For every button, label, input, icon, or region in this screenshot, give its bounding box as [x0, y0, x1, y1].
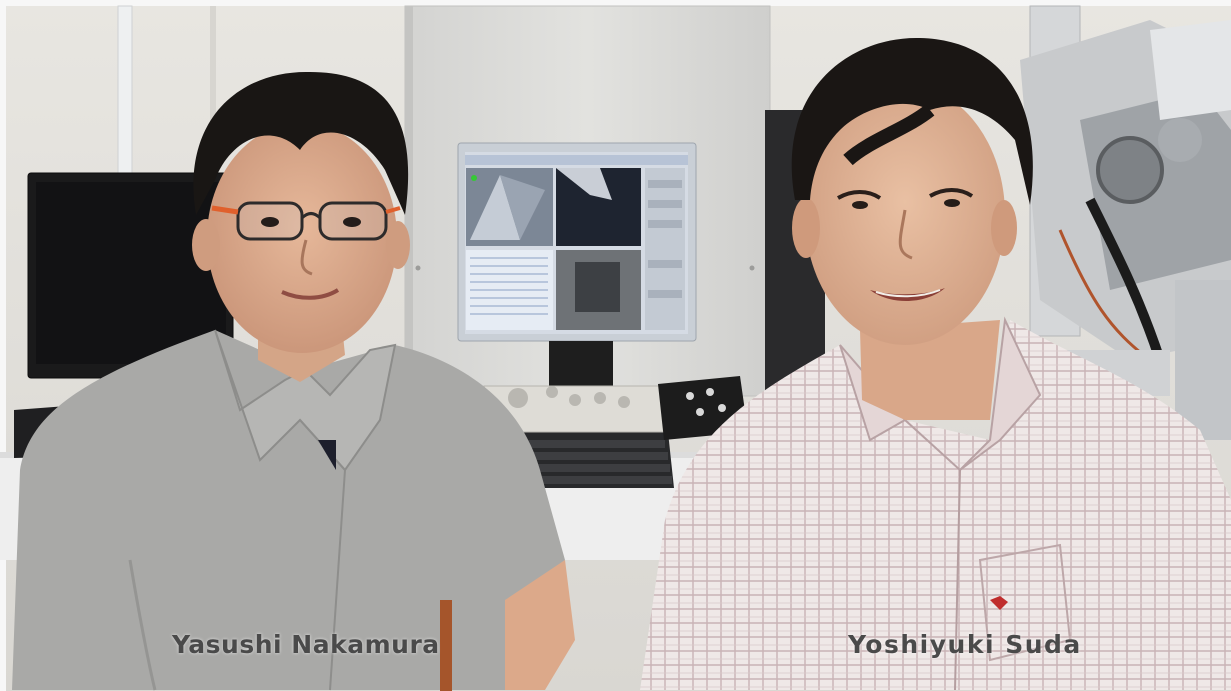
left-person [12, 71, 575, 691]
caption-left-person: Yasushi Nakamura [172, 630, 440, 659]
right-person [640, 37, 1231, 691]
monitor-stand [549, 341, 613, 389]
chair-back [440, 600, 452, 691]
caption-right-person: Yoshiyuki Suda [848, 630, 1082, 659]
wall-pipe [117, 5, 133, 177]
